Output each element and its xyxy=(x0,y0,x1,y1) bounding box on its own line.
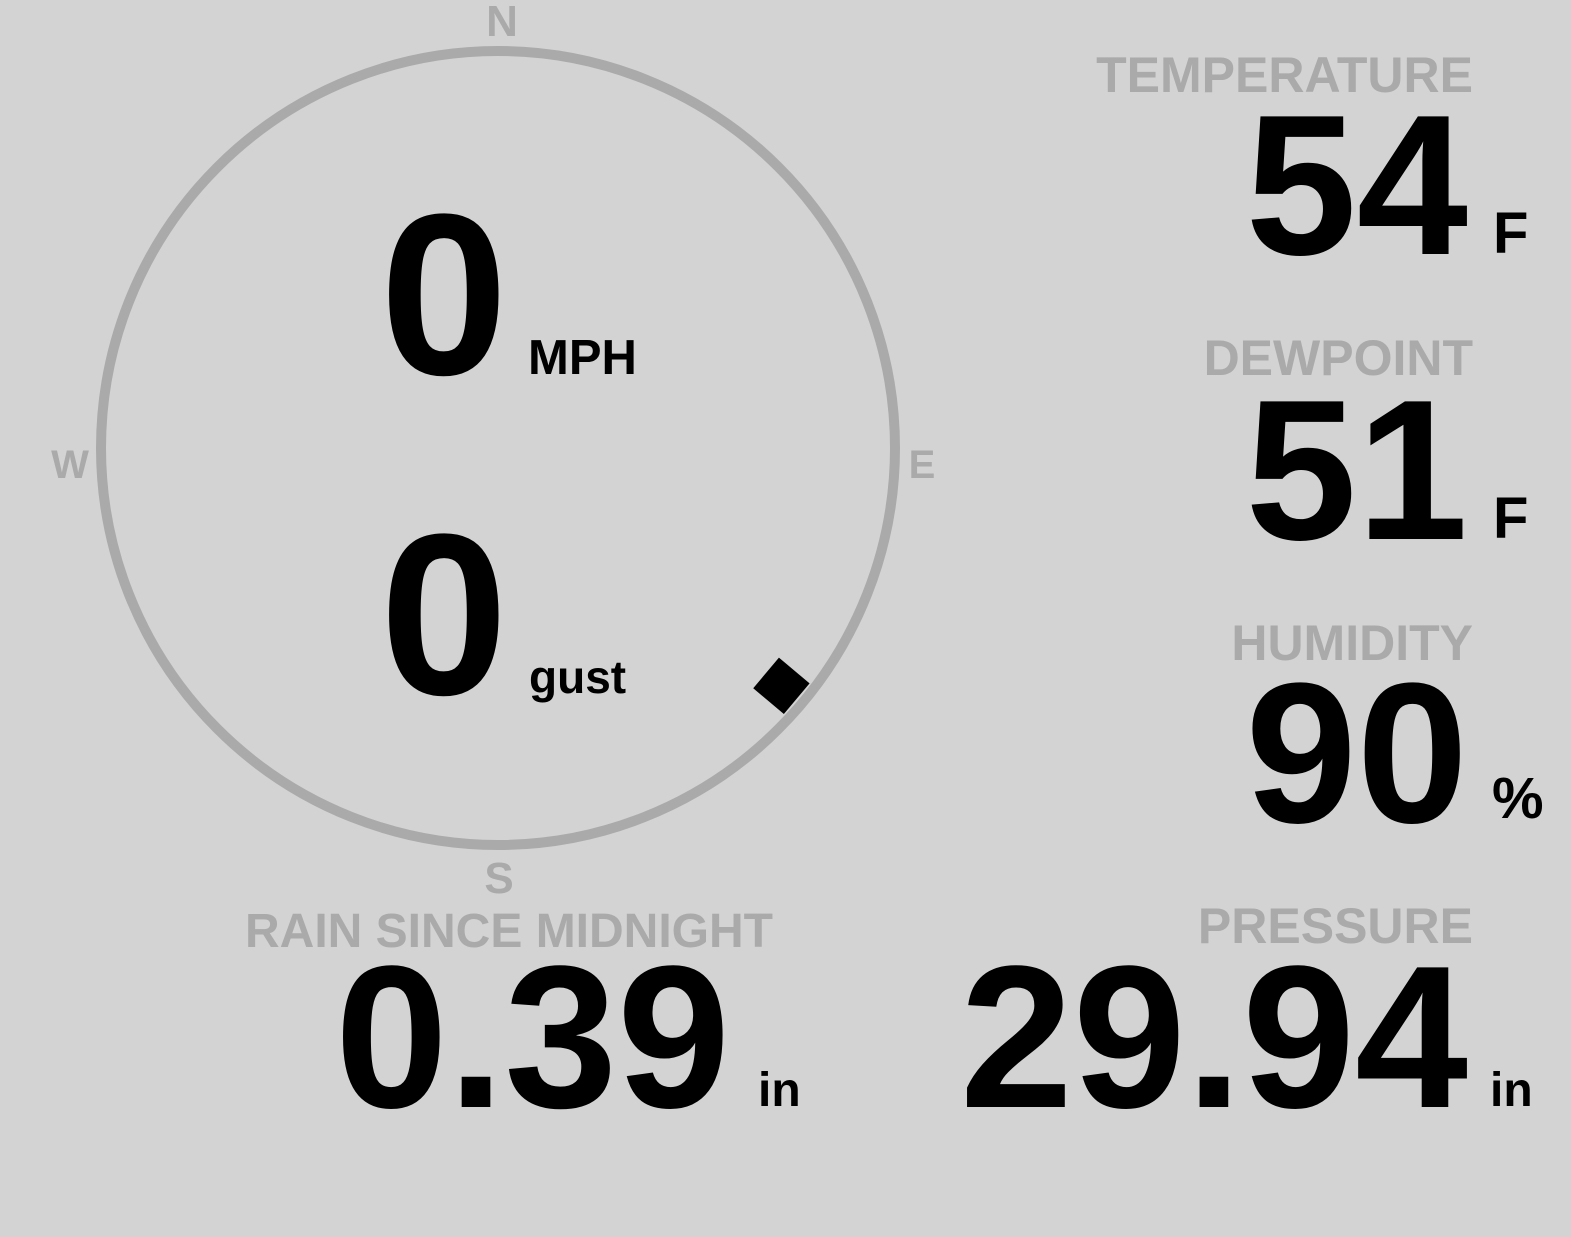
wind-speed-unit: MPH xyxy=(528,331,637,385)
humidity-value: 90 xyxy=(1245,642,1468,865)
wind-speed-value: 0 xyxy=(380,166,508,423)
dewpoint-unit: F xyxy=(1493,486,1529,551)
humidity-label: HUMIDITY xyxy=(1231,615,1473,671)
wind-gust-value: 0 xyxy=(380,486,508,743)
dewpoint-label: DEWPOINT xyxy=(1203,330,1473,386)
pressure-unit: in xyxy=(1490,1064,1533,1117)
compass-south-label: S xyxy=(484,854,514,903)
compass-ring xyxy=(96,46,900,850)
compass-west-label: W xyxy=(51,443,89,487)
compass-north-label: N xyxy=(486,0,518,46)
rain-label: RAIN SINCE MIDNIGHT xyxy=(245,905,773,958)
wind-gust-unit: gust xyxy=(529,651,627,703)
temperature-value: 54 xyxy=(1245,74,1468,297)
rain-value: 0.39 xyxy=(335,924,731,1151)
humidity-unit: % xyxy=(1492,766,1544,831)
pressure-label: PRESSURE xyxy=(1197,898,1473,954)
compass-east-label: E xyxy=(908,443,936,487)
rain-unit: in xyxy=(758,1064,801,1117)
wind-direction-marker xyxy=(753,657,810,714)
pressure-value: 29.94 xyxy=(960,924,1468,1151)
dewpoint-value: 51 xyxy=(1245,359,1468,582)
temperature-label: TEMPERATURE xyxy=(1096,47,1473,103)
temperature-unit: F xyxy=(1493,201,1529,266)
